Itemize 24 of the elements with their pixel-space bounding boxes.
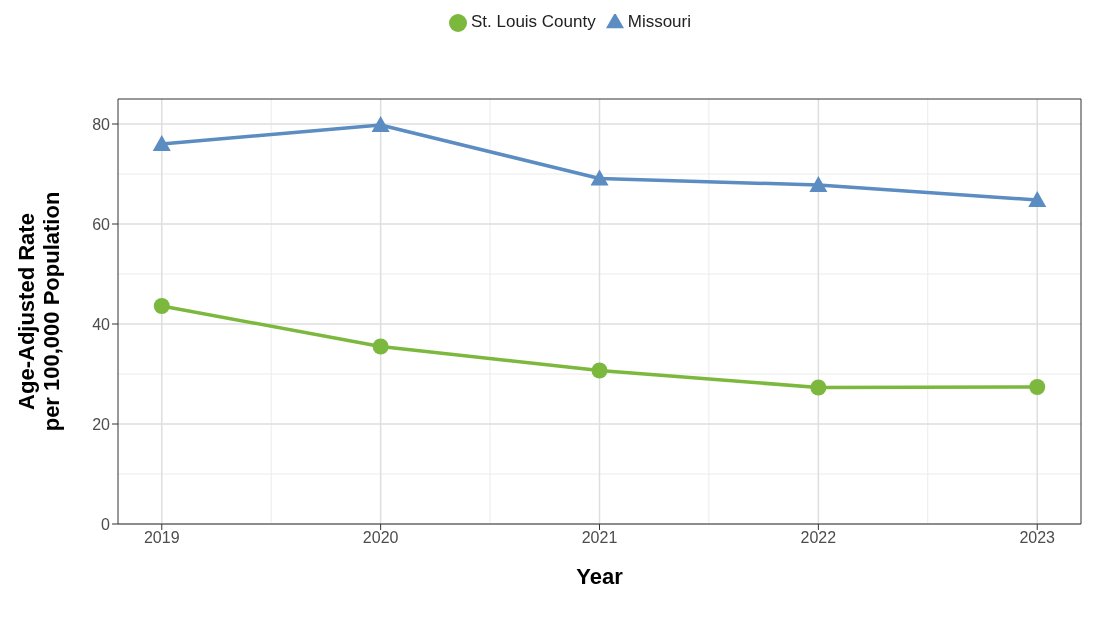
- legend-label: Missouri: [627, 12, 692, 31]
- y-tick-label: 20: [92, 415, 111, 433]
- legend-label: St. Louis County: [470, 12, 596, 31]
- y-tick-label: 0: [101, 515, 111, 533]
- point: [590, 169, 609, 186]
- x-tick-label: 2019: [143, 529, 180, 547]
- point: [371, 116, 390, 132]
- point: [809, 176, 828, 192]
- point: [153, 298, 170, 314]
- point: [152, 135, 171, 151]
- y-tick-label: 60: [92, 215, 111, 233]
- point: [1028, 191, 1047, 207]
- y-tick-label: 40: [92, 315, 111, 333]
- x-tick-label: 2022: [800, 529, 837, 547]
- point: [810, 379, 827, 396]
- y-axis-title: Age-Adjusted Rate per 100,000 Population: [13, 191, 64, 432]
- x-tick-label: 2020: [362, 529, 399, 547]
- x-tick-label: 2023: [1019, 529, 1056, 547]
- point: [1029, 379, 1046, 395]
- point: [372, 338, 389, 355]
- x-axis-title: Year: [576, 564, 624, 589]
- x-tick-label: 2021: [581, 529, 618, 547]
- y-tick-label: 80: [92, 115, 111, 133]
- point: [591, 362, 608, 379]
